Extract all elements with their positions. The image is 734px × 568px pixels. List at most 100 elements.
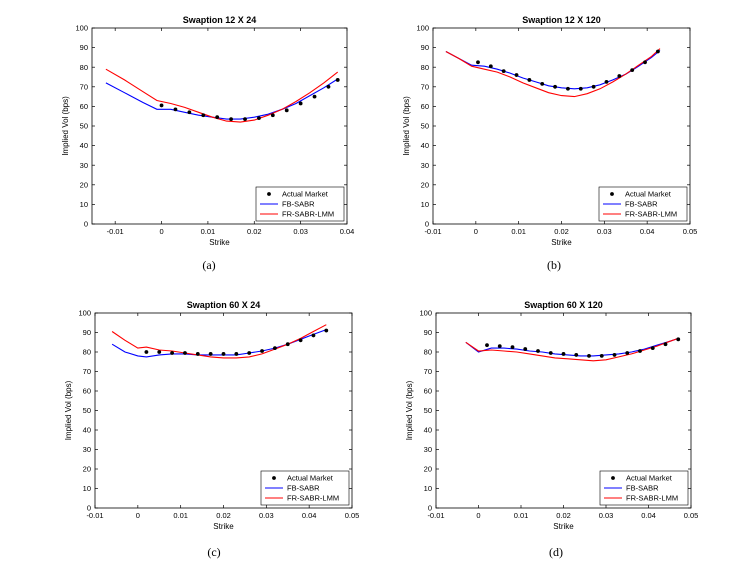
panel-caption: (a) [202,258,215,272]
legend-label: Actual Market [282,190,329,199]
y-tick-label: 80 [80,63,88,72]
chart-title: Swaption 12 X 24 [183,15,257,25]
data-point-actual-market [553,84,557,89]
x-tick-label: 0.04 [340,227,355,236]
chart-title: Swaption 60 X 120 [524,300,603,310]
x-tick-label: 0.05 [345,511,360,520]
legend-label: FR-SABR-LMM [626,494,678,503]
data-point-actual-market [566,86,570,91]
y-tick-label: 60 [424,387,432,396]
data-point-actual-market [312,94,317,99]
data-point-actual-market [578,86,583,91]
data-point-actual-market [284,108,289,113]
x-axis-label: Strike [553,522,574,531]
y-tick-label: 60 [83,387,91,396]
x-tick-label: 0.05 [683,227,698,236]
y-tick-label: 0 [428,504,432,513]
y-tick-label: 90 [424,328,432,337]
y-tick-label: 20 [80,180,88,189]
data-point-actual-market [604,80,609,84]
data-point-actual-market [234,352,239,356]
x-axis-label: Strike [213,522,234,531]
data-point-actual-market [243,117,247,122]
data-point-actual-market [548,351,553,355]
x-tick-label: 0.02 [556,511,571,520]
y-tick-label: 40 [80,141,88,150]
x-tick-label: -0.01 [427,511,444,520]
data-point-actual-market [663,342,668,347]
panel-caption: (c) [207,545,220,559]
data-point-actual-market [335,78,340,82]
data-point-actual-market [324,328,329,333]
data-point-actual-market [625,351,630,355]
data-point-actual-market [215,115,220,120]
data-point-actual-market [298,338,303,343]
data-point-actual-market [676,337,681,342]
legend-marker-dot [272,476,276,480]
data-point-actual-market [476,60,480,65]
y-tick-label: 100 [78,309,91,318]
data-point-actual-market [574,353,579,357]
chart-panel-4: Swaption 60 X 120 0 10 20 30 40 50 60 70 80 90 100 -… [405,300,698,559]
y-tick-label: 80 [424,348,432,357]
legend-label: FB-SABR [282,200,315,209]
y-tick-label: 90 [421,43,429,52]
y-tick-label: 70 [80,82,88,91]
data-point-actual-market [643,60,647,65]
data-point-actual-market [617,74,622,78]
x-tick-label: 0.04 [640,227,655,236]
data-point-actual-market [298,101,303,106]
x-tick-label: 0.04 [641,511,656,520]
y-tick-label: 70 [83,367,91,376]
legend-box [260,470,350,506]
data-point-actual-market [523,347,528,351]
legend-marker-dot [611,476,615,480]
data-point-actual-market [187,110,192,115]
y-axis-label: Implied Vol (bps) [64,380,73,440]
x-tick-label: 0.04 [302,511,317,520]
y-tick-label: 10 [421,200,429,209]
series-line-fb-sabr [465,337,679,357]
data-point-actual-market [221,352,226,356]
series-line-fr-sabr-lmm [111,324,327,359]
data-point-actual-market [655,49,660,54]
legend-marker-dot [610,192,614,196]
chart-panel-2: Swaption 12 X 120 0 10 20 30 40 50 60 70 80 90 100 -… [402,15,697,272]
series-line-fr-sabr-lmm [445,48,661,98]
x-tick-label: -0.01 [107,227,124,236]
y-tick-label: 80 [83,348,91,357]
panel-caption: (d) [549,545,563,559]
data-point-actual-market [173,107,178,112]
y-tick-label: 60 [421,102,429,111]
y-tick-label: 20 [424,465,432,474]
data-point-actual-market [208,352,213,356]
data-point-actual-market [485,343,489,348]
data-point-actual-market [488,64,493,69]
legend-label: FR-SABR-LMM [625,210,677,219]
y-tick-label: 10 [80,200,88,209]
y-tick-label: 20 [421,180,429,189]
x-tick-label: 0.03 [599,511,614,520]
y-tick-label: 70 [424,367,432,376]
x-tick-label: 0 [159,227,163,236]
data-point-actual-market [144,350,149,354]
y-tick-label: 40 [424,426,432,435]
y-tick-label: 70 [421,82,429,91]
data-point-actual-market [157,350,162,354]
legend-label: FR-SABR-LMM [282,210,334,219]
x-tick-label: 0.05 [684,511,699,520]
data-point-actual-market [201,113,206,118]
y-tick-label: 0 [425,220,429,229]
x-tick-label: 0.02 [247,227,262,236]
y-tick-label: 30 [424,445,432,454]
x-tick-label: 0.03 [293,227,308,236]
legend-label: FR-SABR-LMM [287,494,339,503]
data-point-actual-market [311,333,316,338]
y-axis-label: Implied Vol (bps) [61,96,70,156]
data-point-actual-market [536,349,540,353]
y-tick-label: 50 [421,122,429,131]
chart-panel-1: Swaption 12 X 24 0 10 20 30 40 50 60 70 80 90 100 -0… [61,15,354,272]
y-tick-label: 30 [421,161,429,170]
